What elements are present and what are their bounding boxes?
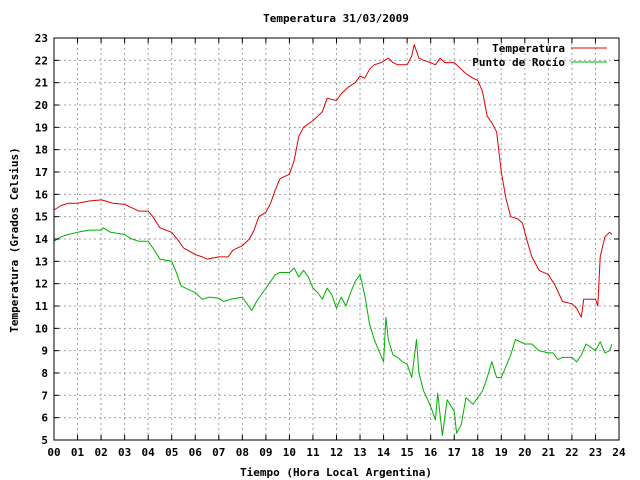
series-lines [53, 44, 613, 436]
y-tick-label: 7 [41, 389, 48, 402]
y-tick-label: 5 [41, 434, 48, 447]
x-tick-label: 24 [612, 446, 626, 459]
x-tick-label: 22 [565, 446, 578, 459]
x-tick-label: 00 [47, 446, 60, 459]
y-tick-label: 17 [35, 166, 48, 179]
y-tick-label: 8 [41, 367, 48, 380]
y-tick-label: 18 [35, 144, 48, 157]
x-tick-label: 23 [589, 446, 602, 459]
x-tick-label: 14 [377, 446, 391, 459]
legend-label-punto-de-rocio: Punto de Rocío [472, 56, 565, 69]
chart-title: Temperatura 31/03/2009 [263, 12, 409, 25]
y-tick-label: 20 [35, 99, 48, 112]
legend: Temperatura Punto de Rocío [472, 42, 607, 69]
x-tick-label: 06 [189, 446, 203, 459]
y-axis-label: Temperatura (Grados Celsius) [8, 147, 21, 332]
y-tick-label: 11 [35, 300, 49, 313]
x-tick-labels: 00 01 02 03 04 05 06 07 08 09 10 11 12 13 14 15 16 17 18 19… [47, 446, 626, 459]
x-tick-label: 13 [353, 446, 366, 459]
y-tick-label: 23 [35, 32, 48, 45]
y-tick-label: 19 [35, 121, 48, 134]
x-tick-label: 05 [165, 446, 178, 459]
y-tick-label: 12 [35, 278, 48, 291]
y-tick-label: 22 [35, 54, 48, 67]
x-tick-label: 02 [94, 446, 107, 459]
series-line-punto-de-rocio [53, 227, 613, 436]
y-tick-label: 9 [41, 345, 48, 358]
x-tick-label: 04 [142, 446, 156, 459]
y-tick-label: 14 [35, 233, 49, 246]
x-tick-label: 15 [401, 446, 414, 459]
x-axis-label: Tiempo (Hora Local Argentina) [240, 466, 432, 479]
x-tick-label: 21 [542, 446, 556, 459]
x-tick-label: 19 [495, 446, 508, 459]
y-tick-label: 6 [41, 412, 48, 425]
x-tick-label: 08 [236, 446, 249, 459]
grid [54, 38, 619, 440]
x-tick-label: 10 [283, 446, 296, 459]
y-tick-label: 10 [35, 322, 48, 335]
tick-marks [53, 37, 620, 441]
x-tick-label: 12 [330, 446, 343, 459]
y-tick-label: 21 [35, 77, 49, 90]
y-tick-label: 16 [35, 188, 49, 201]
x-tick-label: 16 [424, 446, 438, 459]
x-tick-label: 09 [259, 446, 272, 459]
x-tick-label: 17 [448, 446, 461, 459]
x-tick-label: 07 [212, 446, 225, 459]
x-tick-label: 01 [71, 446, 85, 459]
y-tick-label: 13 [35, 255, 48, 268]
x-tick-label: 18 [471, 446, 484, 459]
y-tick-label: 15 [35, 211, 48, 224]
series-line-temperatura [53, 44, 613, 318]
x-tick-label: 11 [306, 446, 320, 459]
x-tick-label: 20 [518, 446, 531, 459]
x-tick-label: 03 [118, 446, 131, 459]
y-tick-labels: 5 6 7 8 9 10 11 12 13 14 15 16 17 18 19 20 21 22 23 [35, 32, 49, 447]
legend-label-temperatura: Temperatura [492, 42, 565, 55]
